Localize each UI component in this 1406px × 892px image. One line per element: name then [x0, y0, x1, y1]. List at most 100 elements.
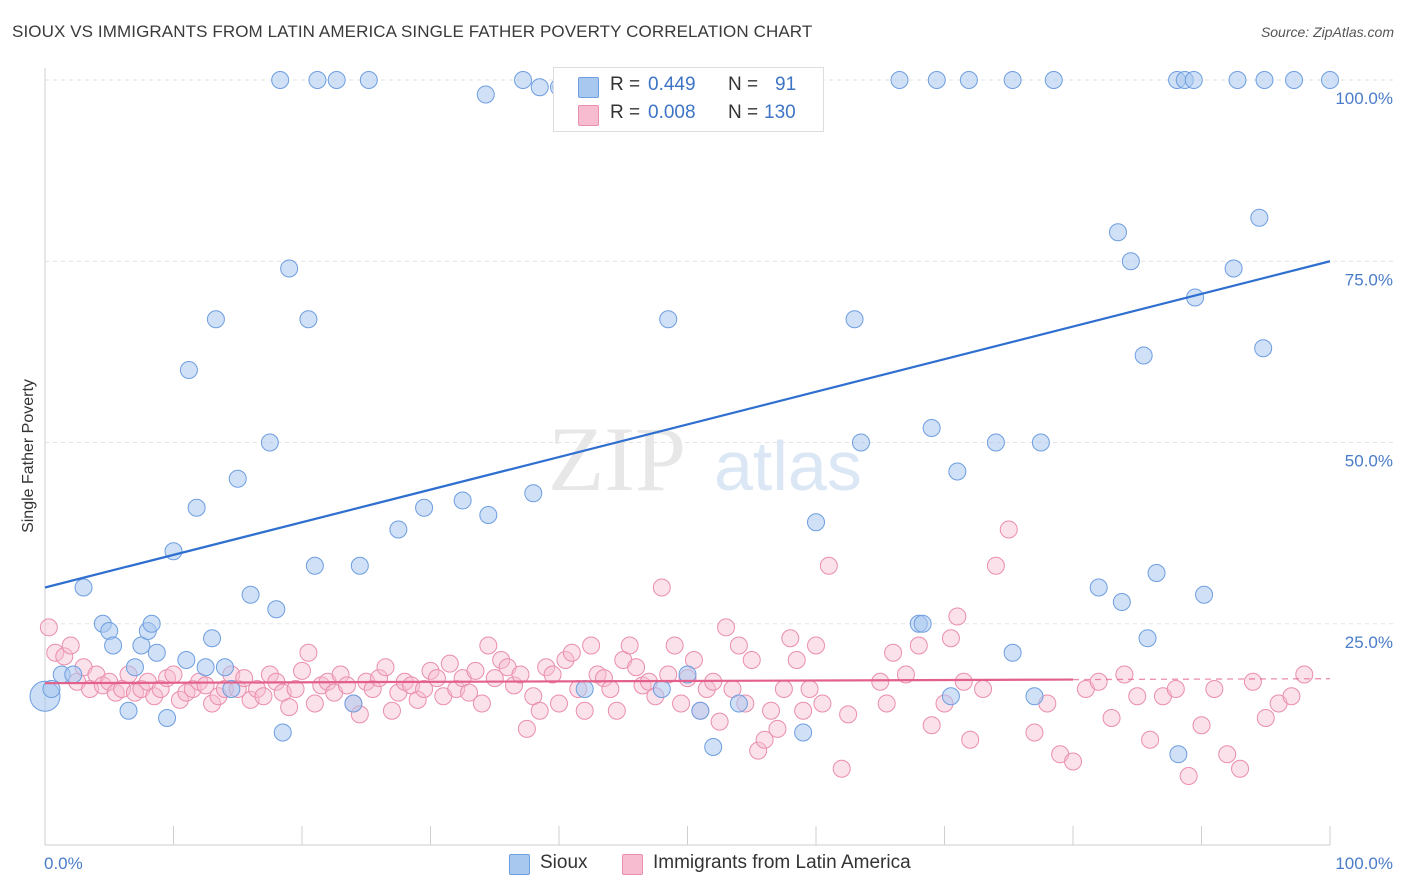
data-point-sioux [845, 310, 864, 329]
data-point-sioux [807, 513, 825, 532]
data-point-immigrants [1179, 767, 1198, 785]
data-point-immigrants [382, 701, 401, 720]
data-point-immigrants [1192, 716, 1211, 735]
data-point-sioux [948, 462, 967, 481]
data-point-immigrants [517, 719, 536, 738]
data-point-immigrants [530, 701, 549, 720]
data-point-sioux [267, 600, 286, 619]
data-point-sioux [1254, 339, 1273, 358]
data-point-sioux [1044, 71, 1063, 89]
data-point-sioux [959, 71, 978, 89]
data-point-immigrants [807, 636, 825, 655]
series-sioux-points [29, 71, 1339, 764]
legend: R = 0.449 N = 91 R = 0.008 N = 130 [553, 67, 824, 132]
data-point-immigrants [466, 661, 485, 680]
legend-n-label: N = [728, 74, 759, 95]
data-point-sioux [158, 709, 177, 727]
data-point-immigrants [145, 687, 164, 706]
data-point-immigrants [363, 680, 382, 698]
data-point-sioux [1108, 223, 1127, 242]
data-point-immigrants [164, 665, 183, 684]
data-point-sioux [659, 310, 678, 329]
data-point-sioux [271, 71, 290, 89]
watermark: ZIP atlas [548, 408, 862, 510]
data-point-sioux [1003, 643, 1022, 662]
data-point-sioux [922, 419, 941, 437]
data-point-immigrants [1128, 687, 1147, 706]
data-point-immigrants [1256, 709, 1275, 727]
data-point-sioux [1138, 629, 1157, 648]
data-point-immigrants [1141, 730, 1160, 749]
data-point-sioux [1025, 687, 1044, 706]
data-point-immigrants [768, 719, 787, 738]
data-point-immigrants [196, 676, 215, 695]
data-point-sioux [479, 506, 498, 524]
data-point-sioux [196, 658, 215, 677]
data-point-sioux [476, 85, 495, 104]
y-tick-label: 100.0% [1335, 89, 1393, 108]
data-point-sioux [1134, 346, 1153, 365]
data-point-immigrants [909, 636, 928, 655]
data-point-sioux [1112, 593, 1131, 611]
data-point-sioux [104, 636, 123, 655]
data-point-sioux [1195, 585, 1214, 604]
data-point-immigrants [781, 629, 800, 648]
data-point-sioux [524, 484, 543, 503]
data-point-immigrants [884, 643, 903, 662]
data-point-sioux [389, 520, 408, 539]
data-point-immigrants [1205, 680, 1224, 698]
data-point-immigrants [954, 672, 973, 691]
data-point-sioux [119, 701, 138, 720]
data-point-immigrants [839, 705, 858, 724]
data-point-immigrants [286, 680, 305, 698]
data-point-immigrants [742, 651, 761, 669]
data-point-immigrants [607, 701, 626, 720]
data-point-sioux [704, 738, 723, 756]
legend-r-label: R = [610, 102, 641, 123]
legend-r-value: 0.008 [648, 102, 696, 123]
data-point-immigrants [601, 680, 620, 698]
data-point-immigrants [999, 520, 1018, 539]
data-point-immigrants [672, 694, 691, 713]
data-point-immigrants [511, 665, 530, 684]
data-point-sioux [652, 680, 671, 698]
trendline-sioux [44, 260, 1331, 589]
data-point-sioux [927, 71, 946, 89]
data-point-immigrants [1064, 752, 1082, 771]
data-point-sioux [1228, 71, 1247, 89]
data-point-immigrants [537, 658, 556, 677]
data-point-sioux [280, 259, 299, 278]
data-point-immigrants [1025, 723, 1044, 742]
data-point-immigrants [492, 651, 511, 669]
data-point-sioux [308, 71, 327, 89]
data-point-immigrants [941, 629, 960, 648]
data-point-immigrants [151, 680, 170, 698]
trendlines [44, 260, 1331, 685]
data-point-immigrants [39, 618, 58, 637]
data-point-immigrants [1243, 672, 1262, 691]
bottom-legend-label-immigrants: Immigrants from Latin America [653, 852, 911, 873]
data-point-immigrants [710, 712, 729, 731]
data-point-immigrants [575, 701, 594, 720]
data-point-sioux [941, 687, 960, 706]
data-point-sioux [344, 694, 363, 713]
data-point-immigrants [813, 694, 832, 713]
data-point-immigrants [61, 636, 80, 655]
data-point-sioux [514, 71, 533, 89]
y-tick-label: 75.0% [1345, 270, 1393, 289]
data-point-sioux [575, 680, 594, 698]
data-point-sioux [147, 643, 166, 662]
data-point-sioux [125, 658, 144, 677]
data-point-sioux [794, 723, 813, 742]
data-point-sioux [177, 651, 196, 669]
data-point-immigrants [948, 607, 967, 626]
trendline-immigrants-extension [1072, 678, 1331, 681]
data-point-immigrants [594, 669, 613, 688]
data-point-immigrants [1218, 745, 1237, 764]
data-point-sioux [203, 629, 222, 648]
data-point-immigrants [1282, 687, 1301, 706]
data-point-sioux [453, 491, 472, 510]
data-point-sioux [1255, 71, 1274, 89]
data-point-immigrants [755, 730, 774, 749]
gridlines [45, 79, 1395, 625]
